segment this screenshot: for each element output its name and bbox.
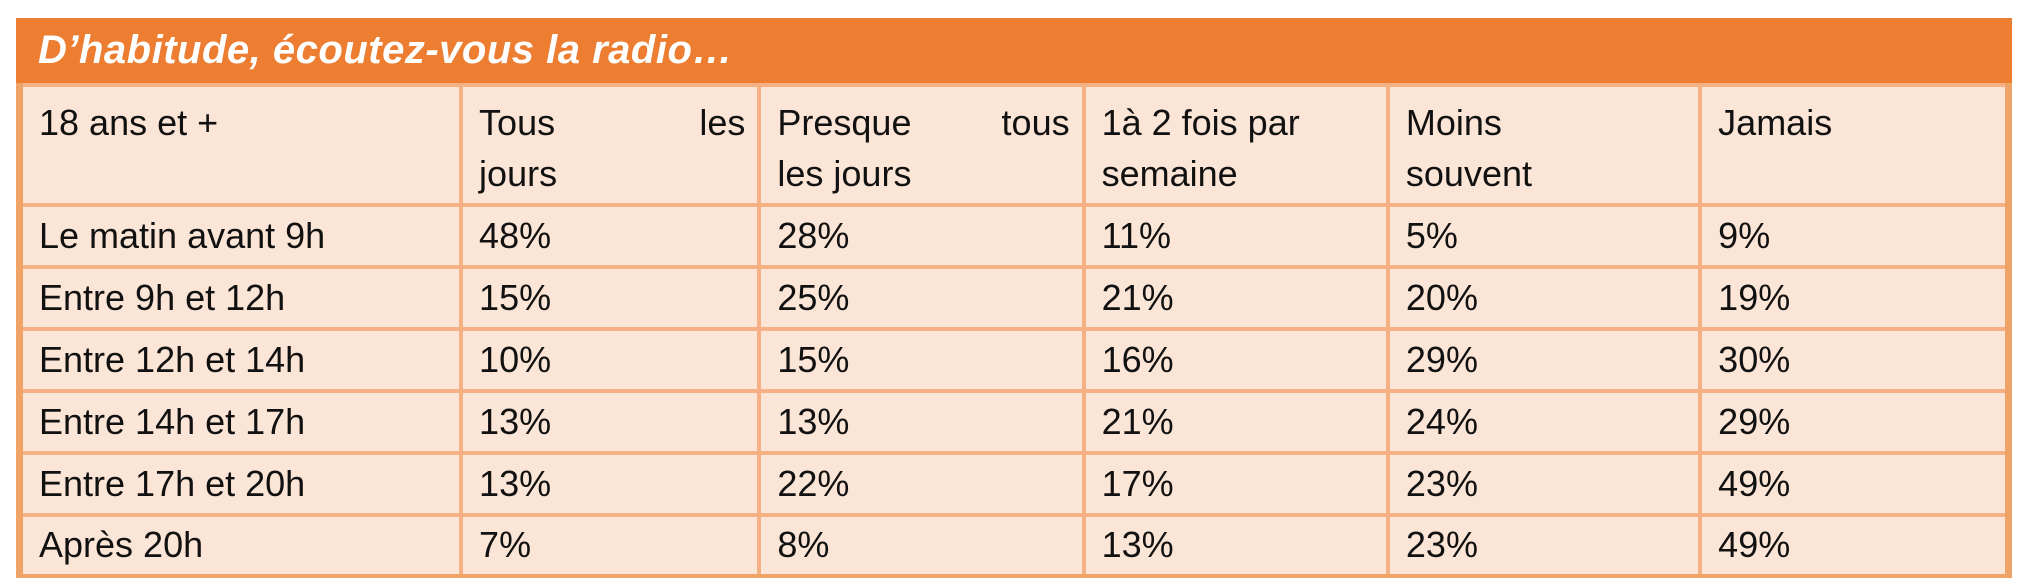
header-row: 18 ans et + Tous les jours Presque tous …	[17, 83, 2011, 207]
cell-value: 10%	[459, 327, 762, 393]
radio-survey-table: D’habitude, écoutez-vous la radio… 18 an…	[16, 18, 2012, 578]
cell-value: 49%	[1698, 451, 2011, 517]
cell-value: 24%	[1385, 389, 1703, 455]
table-row: Entre 12h et 14h 10% 15% 16% 29% 30%	[17, 327, 2011, 393]
table-row: Le matin avant 9h 48% 28% 11% 5% 9%	[17, 203, 2011, 269]
cell-value: 20%	[1385, 265, 1703, 331]
row-label: Entre 17h et 20h	[17, 451, 464, 517]
header-jamais: Jamais	[1698, 83, 2011, 207]
survey-table: 18 ans et + Tous les jours Presque tous …	[16, 83, 2012, 578]
header-moins-souvent: Moins souvent	[1385, 83, 1703, 207]
cell-value: 21%	[1081, 265, 1390, 331]
cell-value: 49%	[1698, 513, 2011, 578]
table-row: Entre 14h et 17h 13% 13% 21% 24% 29%	[17, 389, 2011, 455]
cell-value: 23%	[1385, 513, 1703, 578]
header-presque-tous-les-jours: Presque tous les jours	[757, 83, 1086, 207]
cell-value: 8%	[757, 513, 1086, 578]
header-tous-les-jours: Tous les jours	[459, 83, 762, 207]
table-row: Entre 9h et 12h 15% 25% 21% 20% 19%	[17, 265, 2011, 331]
cell-value: 13%	[757, 389, 1086, 455]
row-label: Le matin avant 9h	[17, 203, 464, 269]
row-label: Après 20h	[17, 513, 464, 578]
cell-value: 48%	[459, 203, 762, 269]
cell-value: 19%	[1698, 265, 2011, 331]
cell-value: 25%	[757, 265, 1086, 331]
table-row: Après 20h 7% 8% 13% 23% 49%	[17, 513, 2011, 578]
cell-value: 28%	[757, 203, 1086, 269]
cell-value: 13%	[459, 389, 762, 455]
table-title-bar: D’habitude, écoutez-vous la radio…	[16, 18, 2012, 83]
cell-value: 15%	[459, 265, 762, 331]
cell-value: 13%	[459, 451, 762, 517]
row-label: Entre 12h et 14h	[17, 327, 464, 393]
cell-value: 29%	[1385, 327, 1703, 393]
row-label: Entre 9h et 12h	[17, 265, 464, 331]
cell-value: 21%	[1081, 389, 1390, 455]
header-1-a-2-fois-par-semaine: 1à 2 fois par semaine	[1081, 83, 1390, 207]
cell-value: 22%	[757, 451, 1086, 517]
table-row: Entre 17h et 20h 13% 22% 17% 23% 49%	[17, 451, 2011, 517]
cell-value: 5%	[1385, 203, 1703, 269]
cell-value: 7%	[459, 513, 762, 578]
cell-value: 16%	[1081, 327, 1390, 393]
cell-value: 13%	[1081, 513, 1390, 578]
cell-value: 29%	[1698, 389, 2011, 455]
cell-value: 30%	[1698, 327, 2011, 393]
row-label: Entre 14h et 17h	[17, 389, 464, 455]
table-title: D’habitude, écoutez-vous la radio…	[38, 28, 733, 72]
cell-value: 23%	[1385, 451, 1703, 517]
cell-value: 17%	[1081, 451, 1390, 517]
cell-value: 9%	[1698, 203, 2011, 269]
cell-value: 15%	[757, 327, 1086, 393]
cell-value: 11%	[1081, 203, 1390, 269]
header-age-group-label: 18 ans et +	[39, 102, 219, 143]
header-age-group: 18 ans et +	[17, 83, 464, 207]
